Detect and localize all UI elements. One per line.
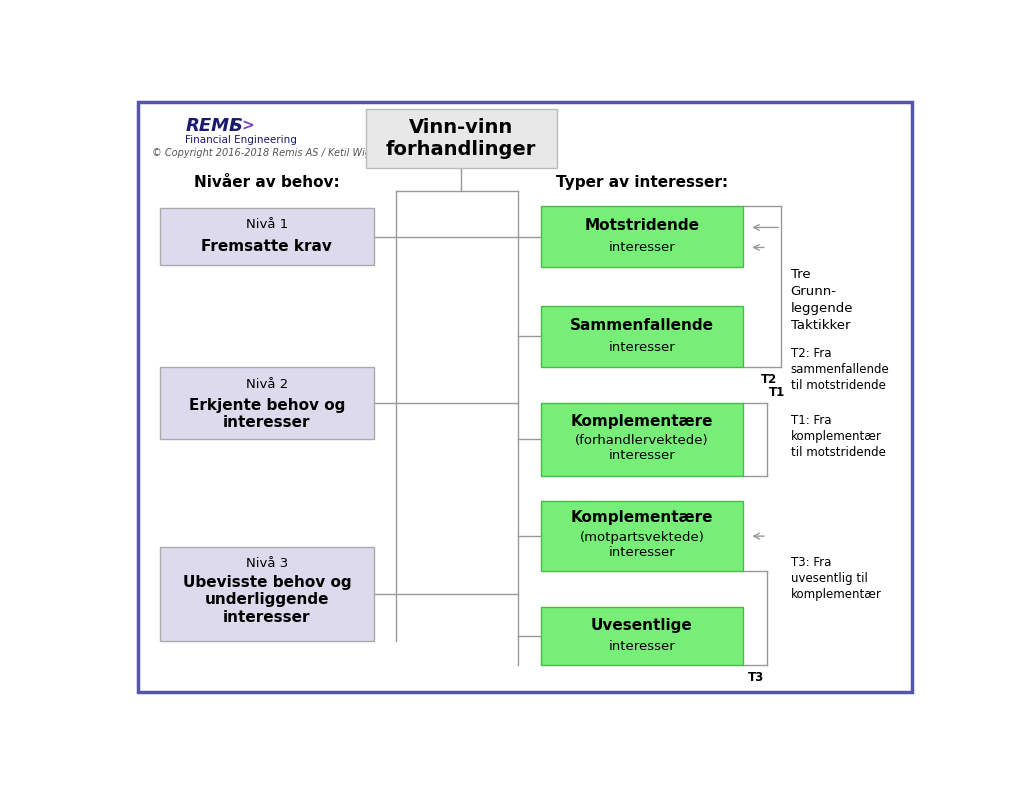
Text: Vinn-vinn
forhandlinger: Vinn-vinn forhandlinger — [386, 118, 537, 159]
Text: Sammenfallende: Sammenfallende — [569, 318, 714, 333]
Text: T1: T1 — [769, 387, 785, 399]
Text: Nivå 2: Nivå 2 — [246, 378, 288, 391]
Text: Nivåer av behov:: Nivåer av behov: — [194, 174, 340, 189]
Text: interesser: interesser — [608, 241, 675, 254]
Text: T1: Fra
komplementær
til motstridende: T1: Fra komplementær til motstridende — [791, 413, 886, 459]
Text: Tre
Grunn-
leggende
Taktikker: Tre Grunn- leggende Taktikker — [791, 268, 853, 332]
Text: interesser: interesser — [608, 341, 675, 354]
Text: Komplementære: Komplementære — [570, 510, 713, 526]
Text: Nivå 3: Nivå 3 — [246, 556, 288, 570]
Text: T3: Fra
uvesentlig til
komplementær: T3: Fra uvesentlig til komplementær — [791, 556, 882, 601]
FancyBboxPatch shape — [541, 206, 743, 266]
Text: Erkjente behov og
interesser: Erkjente behov og interesser — [188, 398, 345, 430]
Text: © Copyright 2016-2018 Remis AS / Ketil Wig: © Copyright 2016-2018 Remis AS / Ketil W… — [152, 148, 371, 158]
Text: >: > — [242, 118, 254, 134]
FancyBboxPatch shape — [160, 366, 374, 439]
Text: Motstridende: Motstridende — [585, 219, 699, 233]
Text: T2: Fra
sammenfallende
til motstridende: T2: Fra sammenfallende til motstridende — [791, 347, 890, 392]
FancyBboxPatch shape — [541, 608, 743, 665]
Text: REMI: REMI — [185, 117, 236, 134]
FancyBboxPatch shape — [160, 547, 374, 641]
FancyBboxPatch shape — [367, 108, 557, 168]
FancyBboxPatch shape — [541, 403, 743, 476]
FancyBboxPatch shape — [160, 208, 374, 266]
Text: T2: T2 — [761, 373, 777, 386]
Text: Fremsatte krav: Fremsatte krav — [202, 239, 333, 254]
Text: interesser: interesser — [608, 641, 675, 653]
Text: Typer av interesser:: Typer av interesser: — [556, 174, 728, 189]
Text: T3: T3 — [749, 670, 765, 684]
Text: Nivå 1: Nivå 1 — [246, 218, 288, 231]
Text: (forhandlervektede)
interesser: (forhandlervektede) interesser — [575, 435, 709, 462]
Text: Komplementære: Komplementære — [570, 413, 713, 428]
Text: Uvesentlige: Uvesentlige — [591, 618, 692, 633]
Text: Financial Engineering: Financial Engineering — [185, 134, 297, 145]
Text: Ubevisste behov og
underliggende
interesser: Ubevisste behov og underliggende interes… — [182, 575, 351, 625]
FancyBboxPatch shape — [541, 501, 743, 571]
Text: S: S — [229, 117, 243, 134]
Text: (motpartsvektede)
interesser: (motpartsvektede) interesser — [580, 531, 705, 559]
FancyBboxPatch shape — [541, 307, 743, 367]
